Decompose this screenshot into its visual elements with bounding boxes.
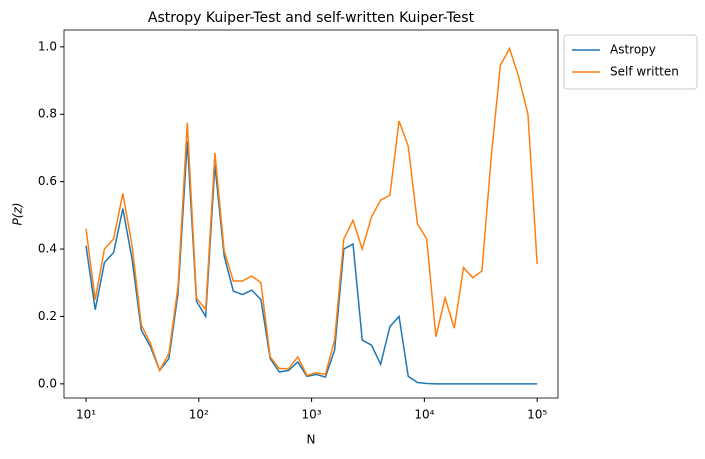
series-line — [85, 141, 538, 385]
legend-label: Self written — [610, 65, 679, 79]
legend-label: Astropy — [610, 43, 656, 57]
x-tick-label: 10² — [189, 408, 209, 422]
series-line — [85, 46, 538, 377]
x-tick-label: 10⁵ — [527, 408, 547, 422]
y-tick-label: 0.2 — [38, 309, 57, 323]
y-tick-label: 0.8 — [38, 107, 57, 121]
y-tick-label: 0.0 — [38, 376, 57, 390]
chart-title: Astropy Kuiper-Test and self-written Kui… — [148, 10, 475, 26]
x-axis-label: N — [307, 433, 316, 447]
y-tick-label: 0.4 — [38, 242, 57, 256]
x-tick-label: 10¹ — [76, 408, 96, 422]
plot-frame — [63, 29, 559, 399]
legend-box — [563, 34, 698, 90]
y-axis-label: P(z) — [11, 203, 25, 226]
x-tick-label: 10⁴ — [414, 408, 434, 422]
y-tick-label: 1.0 — [38, 39, 57, 53]
x-tick-label: 10³ — [302, 408, 322, 422]
y-tick-label: 0.6 — [38, 174, 57, 188]
